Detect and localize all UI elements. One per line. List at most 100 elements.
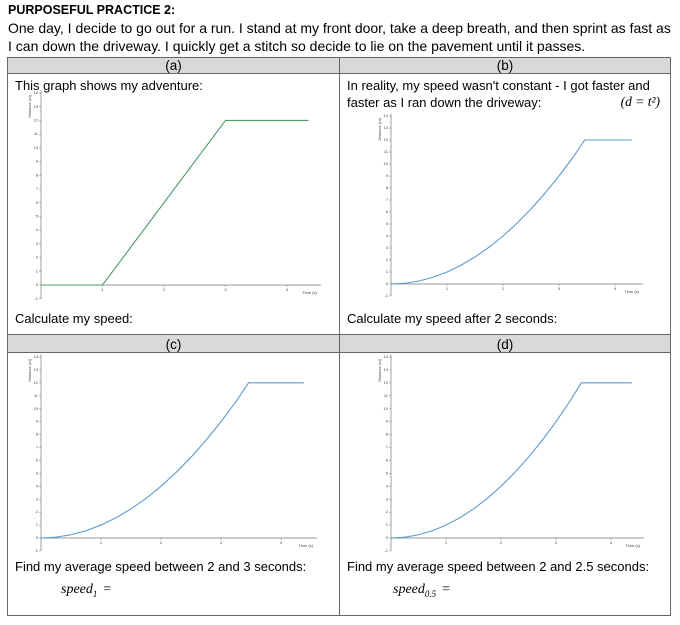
question: Calculate my speed after 2 seconds: — [347, 311, 558, 326]
x-tick-label: 3 — [558, 286, 561, 291]
y-tick-label: 7 — [36, 186, 39, 191]
panel-header: (d) — [340, 334, 670, 353]
y-tick-label: 7 — [386, 445, 389, 450]
y-tick-label: 10 — [34, 406, 39, 411]
y-tick-label: -1 — [34, 548, 38, 553]
x-tick-label: 1 — [446, 286, 449, 291]
y-tick-label: -1 — [384, 548, 388, 553]
formula: (d = t²) — [620, 94, 660, 109]
answer-sub: 1 — [92, 588, 98, 599]
y-tick-label: 12 — [34, 117, 39, 122]
answer: speed0.5 = — [393, 582, 450, 599]
y-tick-label: 9 — [386, 419, 389, 424]
y-tick-label: 5 — [386, 221, 389, 226]
x-tick-label: 3 — [224, 287, 227, 292]
distance-line — [390, 139, 632, 285]
y-tick-label: 2 — [386, 509, 389, 514]
y-tick-label: 8 — [36, 432, 39, 437]
answer: speed1 = — [61, 582, 111, 599]
answer-base: speed — [393, 582, 425, 597]
y-tick-label: 9 — [36, 159, 39, 164]
answer-equals: = — [103, 582, 112, 597]
y-tick-label: 10 — [34, 145, 39, 150]
x-tick-label: 2 — [160, 540, 163, 545]
y-tick-label: 9 — [36, 419, 39, 424]
y-tick-label: 12 — [34, 380, 39, 385]
y-tick-label: 7 — [36, 445, 39, 450]
y-tick-label: 1 — [36, 268, 39, 273]
y-tick-label: 12 — [384, 137, 389, 142]
y-tick-label: 13 — [34, 104, 39, 109]
y-tick-label: 0 — [36, 535, 39, 540]
panel-header: (c) — [8, 334, 339, 353]
x-tick-label: 2 — [502, 286, 505, 291]
panel-text: This graph shows my adventure: — [15, 78, 203, 93]
y-tick-label: 1 — [36, 522, 39, 527]
panel-body: Find my average speed between 2 and 3 se… — [8, 353, 339, 615]
answer-sub: 0.5 — [424, 588, 437, 599]
y-tick-label: 11 — [34, 393, 39, 398]
y-tick-label: 0 — [386, 281, 389, 286]
y-axis-label: Distance (m) — [377, 358, 382, 381]
y-tick-label: 2 — [386, 257, 389, 262]
y-tick-label: 3 — [386, 496, 389, 501]
distance-line — [390, 382, 632, 539]
x-axis-label: Time (s) — [624, 289, 639, 294]
x-tick-label: 3 — [220, 540, 223, 545]
y-tick-label: 4 — [386, 483, 389, 488]
y-tick-label: 9 — [386, 173, 389, 178]
x-tick-label: 4 — [614, 286, 617, 291]
x-tick-label: 4 — [610, 540, 613, 545]
column-divider — [339, 58, 340, 615]
x-axis-label: Time (s) — [302, 290, 317, 295]
x-tick-label: 1 — [100, 540, 103, 545]
y-tick-label: 4 — [36, 483, 39, 488]
x-tick-label: 4 — [286, 287, 289, 292]
intro: One day, I decide to go out for a run. I… — [8, 20, 671, 54]
y-tick-label: 7 — [386, 197, 389, 202]
y-tick-label: 13 — [384, 367, 389, 372]
y-tick-label: 4 — [36, 227, 39, 232]
x-tick-label: 4 — [280, 540, 283, 545]
answer-base: speed — [61, 582, 93, 597]
x-tick-label: 3 — [555, 540, 558, 545]
x-axis-label: Time (s) — [298, 543, 313, 548]
y-axis-label: Distance (m) — [27, 358, 32, 381]
y-tick-label: 6 — [386, 457, 389, 462]
y-tick-label: 1 — [386, 522, 389, 527]
x-axis-label: Time (s) — [625, 543, 640, 548]
y-tick-label: 8 — [36, 172, 39, 177]
y-tick-label: 10 — [384, 161, 389, 166]
question: Find my average speed between 2 and 2.5 … — [347, 559, 650, 574]
y-tick-label: 2 — [36, 509, 39, 514]
y-tick-label: 0 — [36, 282, 39, 287]
y-tick-label: 14 — [384, 354, 389, 359]
question: Calculate my speed: — [15, 311, 133, 326]
y-tick-label: 0 — [386, 535, 389, 540]
question: Find my average speed between 2 and 3 se… — [15, 559, 307, 574]
y-tick-label: 6 — [386, 209, 389, 214]
panel-header: (b) — [340, 58, 670, 74]
y-tick-label: 5 — [36, 470, 39, 475]
y-tick-label: 5 — [386, 470, 389, 475]
y-tick-label: 13 — [384, 125, 389, 130]
y-tick-label: 12 — [384, 380, 389, 385]
y-tick-label: -1 — [384, 293, 388, 298]
y-tick-label: 11 — [34, 131, 39, 136]
distance-line — [40, 382, 304, 539]
y-tick-label: 6 — [36, 200, 39, 205]
panel-body: Find my average speed between 2 and 2.5 … — [340, 353, 670, 615]
y-tick-label: 4 — [386, 233, 389, 238]
y-tick-label: 13 — [34, 367, 39, 372]
distance-line — [41, 119, 309, 286]
x-tick-label: 2 — [163, 287, 166, 292]
title: PURPOSEFUL PRACTICE 2: — [8, 3, 176, 17]
y-tick-label: 11 — [384, 393, 389, 398]
y-tick-label: 10 — [384, 406, 389, 411]
worksheet-table: (a) This graph shows my adventure: Calcula… — [7, 57, 671, 616]
answer-equals: = — [442, 582, 451, 597]
